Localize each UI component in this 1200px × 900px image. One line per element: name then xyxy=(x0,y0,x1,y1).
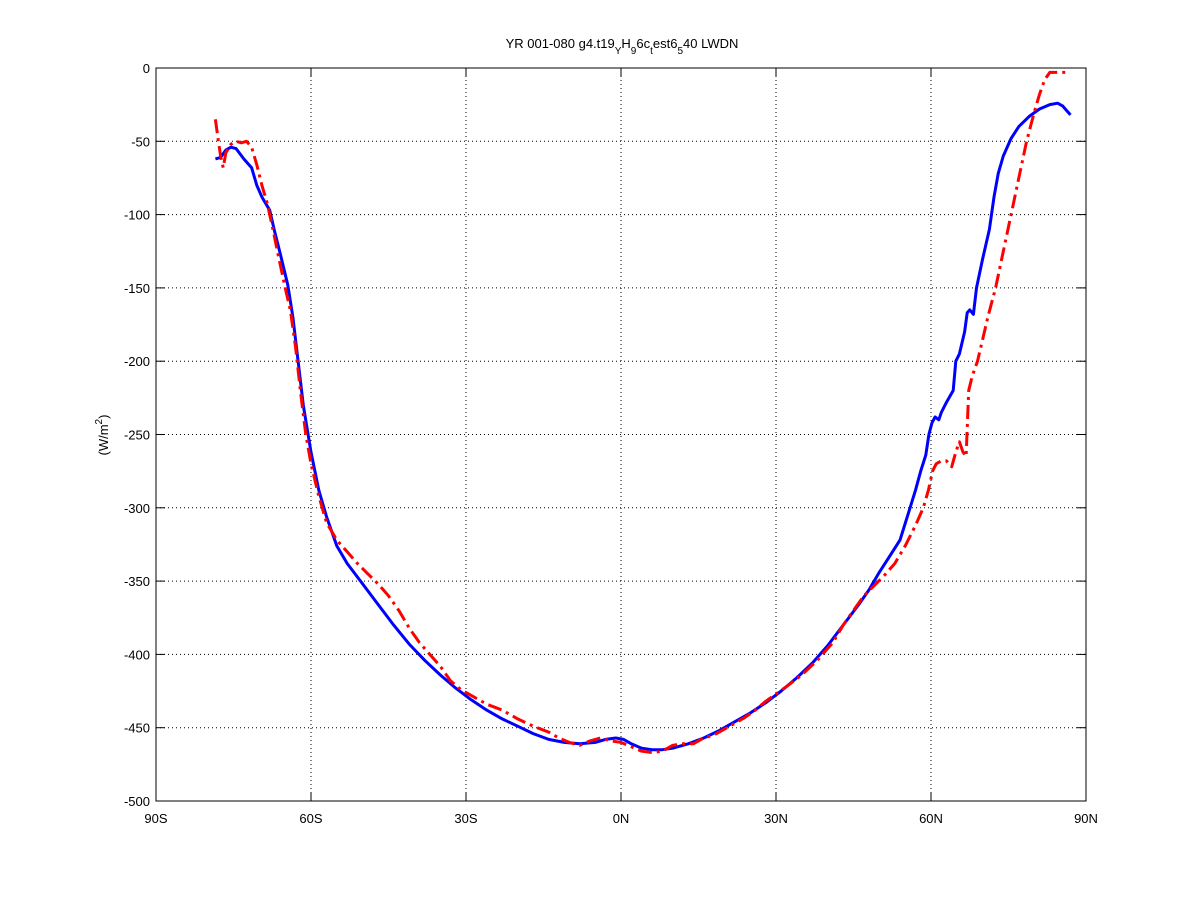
series-layer xyxy=(213,70,1072,755)
y-tick-label: -350 xyxy=(124,574,150,589)
y-tick-label: -100 xyxy=(124,208,150,223)
y-tick-label: -250 xyxy=(124,428,150,443)
y-tick-label: 0 xyxy=(143,61,150,76)
x-tick-label: 30S xyxy=(454,811,477,826)
y-tick-label: -450 xyxy=(124,721,150,736)
grid xyxy=(156,68,1086,801)
x-tick-label: 60S xyxy=(299,811,322,826)
chart-title: YR 001-080 g4.t19YH96ctest6540 LWDN xyxy=(506,36,739,57)
y-tick-label: -50 xyxy=(131,134,150,149)
x-tick-label: 90N xyxy=(1074,811,1098,826)
y-tick-label: -200 xyxy=(124,354,150,369)
x-tick-label: 30N xyxy=(764,811,788,826)
y-tick-label: -300 xyxy=(124,501,150,516)
series-line-1 xyxy=(214,101,1072,752)
series-line-2 xyxy=(213,70,1066,755)
y-tick-label: -400 xyxy=(124,647,150,662)
y-tick-label: -150 xyxy=(124,281,150,296)
y-tick-label: -500 xyxy=(124,794,150,809)
x-tick-label: 0N xyxy=(613,811,630,826)
x-tick-label: 60N xyxy=(919,811,943,826)
x-tick-label: 90S xyxy=(144,811,167,826)
axes: 90S 60S 30S 0N 30N 60N 90N 0 -50 -100 -150 -200 -250… xyxy=(124,61,1098,826)
y-axis-label: (W/m2) xyxy=(94,415,111,456)
